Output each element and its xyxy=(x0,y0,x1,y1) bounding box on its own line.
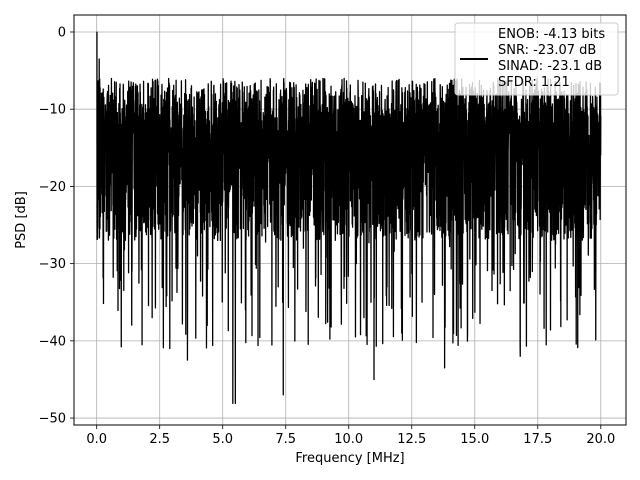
x-tick-label: 5.0 xyxy=(212,432,233,447)
x-tick-label: 0.0 xyxy=(86,432,107,447)
x-axis-label: Frequency [MHz] xyxy=(295,451,404,466)
legend-entry: SFDR: 1.21 xyxy=(498,75,570,90)
legend-entry: SINAD: -23.1 dB xyxy=(498,59,602,74)
x-tick-label: 17.5 xyxy=(523,432,552,447)
y-tick-label: −50 xyxy=(39,412,66,427)
y-tick-label: 0 xyxy=(58,25,66,40)
legend-entry: SNR: -23.07 dB xyxy=(498,43,596,58)
y-tick-label: −10 xyxy=(39,103,66,118)
y-axis-label: PSD [dB] xyxy=(14,191,29,249)
x-tick-label: 2.5 xyxy=(149,432,170,447)
plot-frame xyxy=(73,14,627,426)
x-axis: 0.0 2.5 5.0 7.5 10.0 12.5 15.0 17.5 20.0 xyxy=(86,425,615,447)
legend-entry: ENOB: -4.13 bits xyxy=(498,27,605,42)
x-tick-label: 15.0 xyxy=(460,432,489,447)
y-axis: 0 −10 −20 −30 −40 −50 xyxy=(39,25,74,427)
x-tick-label: 20.0 xyxy=(586,432,615,447)
psd-series-line xyxy=(96,31,602,405)
x-tick-label: 12.5 xyxy=(397,432,426,447)
plot-area xyxy=(96,31,602,405)
y-tick-label: −40 xyxy=(39,334,66,349)
y-tick-label: −30 xyxy=(39,257,66,272)
x-tick-label: 10.0 xyxy=(334,432,363,447)
y-tick-label: −20 xyxy=(39,180,66,195)
x-tick-label: 7.5 xyxy=(275,432,296,447)
legend-box xyxy=(454,22,619,96)
